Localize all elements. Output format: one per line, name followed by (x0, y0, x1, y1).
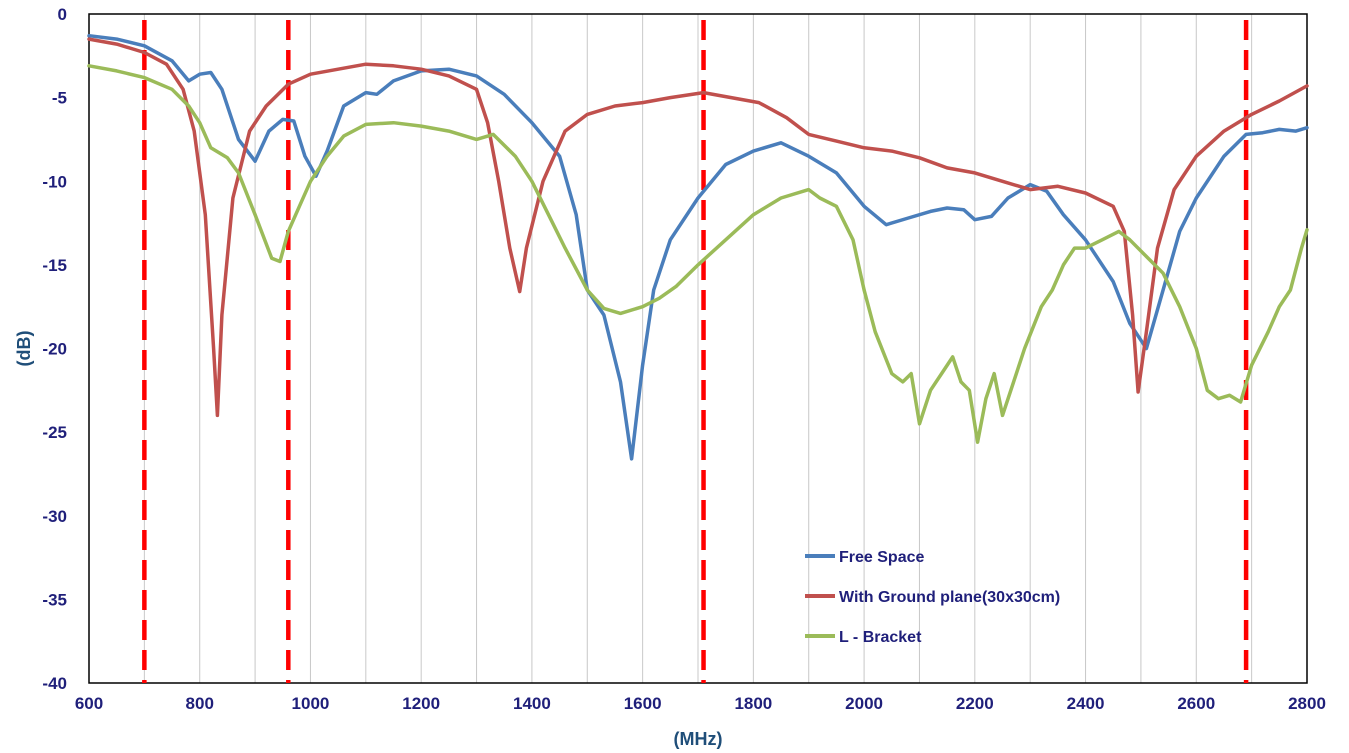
legend-label: L - Bracket (839, 629, 922, 646)
x-tick-label: 800 (186, 694, 214, 713)
band-marker-lines (142, 20, 1249, 683)
series-line-1 (87, 33, 1309, 461)
y-tick-label: -40 (42, 674, 67, 693)
x-tick-label: 1200 (402, 694, 440, 713)
y-tick-label: -35 (42, 590, 67, 609)
x-axis-ticks: 600 800 1000 1200 1400 1600 1800 2000 2200 2400 26… (75, 694, 1326, 713)
legend-label: Free Space (839, 549, 924, 566)
x-tick-label: 2200 (956, 694, 994, 713)
y-tick-label: -15 (42, 256, 67, 275)
x-tick-label: 1600 (624, 694, 662, 713)
x-tick-label: 1400 (513, 694, 551, 713)
y-tick-label: -25 (42, 423, 67, 442)
x-tick-label: 2800 (1288, 694, 1326, 713)
x-axis-title: (MHz) (674, 729, 723, 749)
y-tick-label: -10 (42, 172, 67, 191)
y-axis-ticks: 0 -5 -10 -15 -20 -25 -30 -35 -40 (42, 5, 67, 693)
y-tick-label: -30 (42, 507, 67, 526)
x-tick-label: 1800 (734, 694, 772, 713)
plot-area-frame (88, 13, 1308, 684)
y-tick-label: 0 (58, 5, 67, 24)
data-series (87, 33, 1309, 461)
x-tick-label: 1000 (292, 694, 330, 713)
y-axis-title: (dB) (14, 331, 34, 367)
y-tick-label: -5 (52, 89, 67, 108)
series-line-3 (87, 64, 1309, 444)
series-line-2 (87, 37, 1309, 418)
grid-lines (143, 14, 1253, 683)
legend: Free Space With Ground plane(30x30cm) L - … (805, 549, 1060, 646)
x-tick-label: 2000 (845, 694, 883, 713)
legend-label: With Ground plane(30x30cm) (839, 589, 1060, 606)
x-tick-label: 600 (75, 694, 103, 713)
x-tick-label: 2600 (1177, 694, 1215, 713)
x-tick-label: 2400 (1067, 694, 1105, 713)
y-tick-label: -20 (42, 340, 67, 359)
